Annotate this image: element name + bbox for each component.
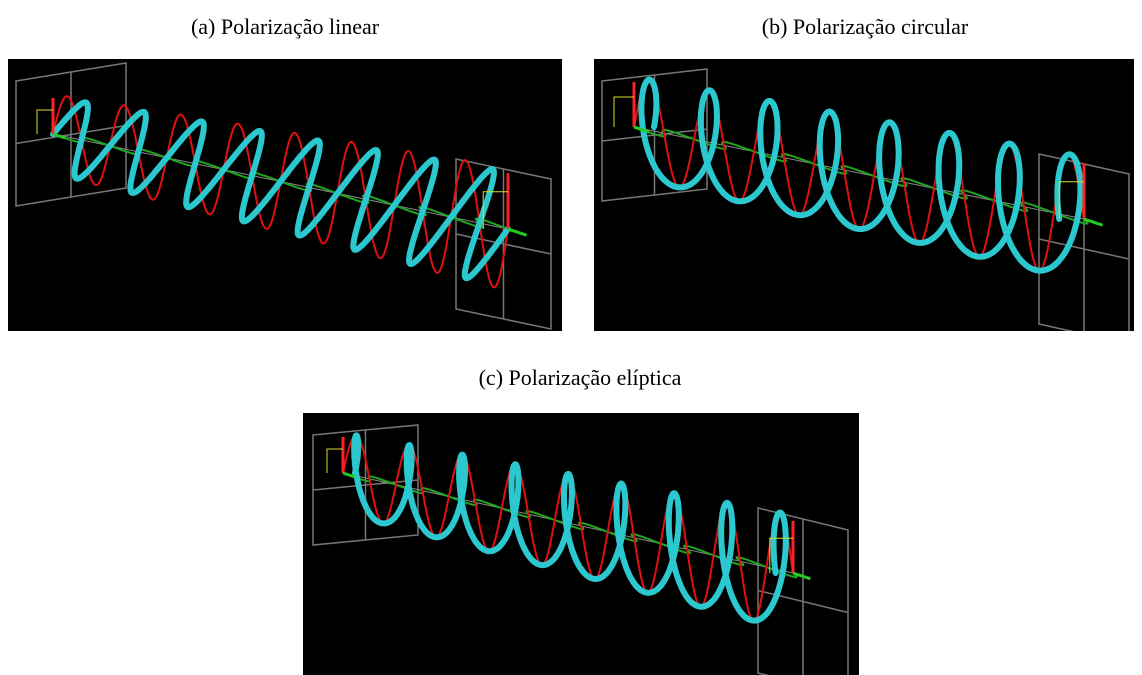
b-arrow [508, 229, 527, 235]
guide [327, 449, 343, 473]
caption: (c) Polarização elíptica [300, 365, 860, 391]
caption: (b) Polarização circular [585, 14, 1142, 40]
polarization-helix [53, 102, 508, 278]
panel-elliptical [303, 413, 859, 675]
panel-circular [594, 59, 1134, 331]
caption: (a) Polarização linear [5, 14, 565, 40]
panel-linear [8, 59, 562, 331]
polarization-helix [354, 435, 786, 620]
electric-wave [53, 96, 508, 287]
guide [614, 97, 634, 127]
page: (a) Polarização linear (b) Polarização c… [0, 0, 1142, 675]
guide [37, 110, 53, 134]
